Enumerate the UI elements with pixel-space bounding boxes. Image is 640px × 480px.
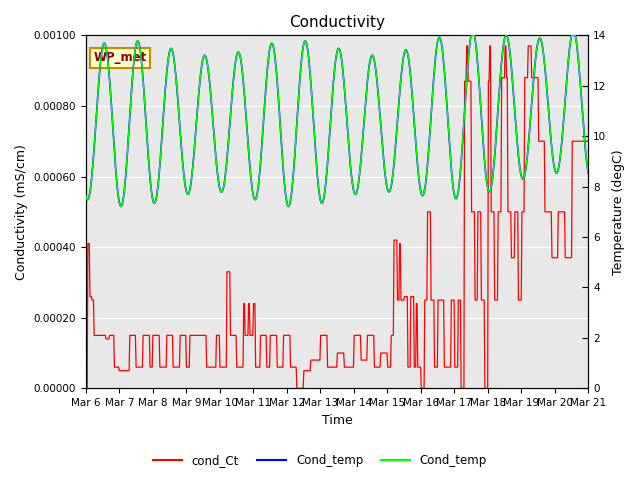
Text: WP_met: WP_met bbox=[93, 51, 147, 64]
Y-axis label: Conductivity (mS/cm): Conductivity (mS/cm) bbox=[15, 144, 28, 280]
cond_Ct bbox=[463, 43, 470, 49]
Line: cond_Ct: cond_Ct bbox=[86, 46, 588, 388]
cond_Ct bbox=[194, 333, 202, 338]
Line: Cond_temp: Cond_temp bbox=[86, 36, 588, 206]
Cond_temp bbox=[399, 61, 406, 67]
Cond_temp_blue bbox=[220, 181, 228, 187]
cond_Ct bbox=[398, 297, 406, 303]
cond_Ct bbox=[220, 364, 228, 370]
Cond_temp_blue bbox=[91, 135, 99, 141]
cond_Ct bbox=[413, 301, 420, 307]
Cond_temp bbox=[285, 204, 292, 209]
Cond_temp_blue bbox=[82, 192, 90, 198]
Cond_temp bbox=[143, 128, 150, 134]
Cond_temp_blue bbox=[285, 204, 292, 209]
Cond_temp bbox=[194, 104, 202, 110]
Cond_temp_blue bbox=[194, 104, 202, 110]
Y-axis label: Temperature (degC): Temperature (degC) bbox=[612, 149, 625, 275]
Cond_temp_blue bbox=[584, 170, 592, 176]
Title: Conductivity: Conductivity bbox=[289, 15, 385, 30]
cond_Ct bbox=[584, 138, 592, 144]
cond_Ct bbox=[143, 333, 150, 338]
Cond_temp bbox=[584, 170, 592, 176]
Cond_temp_blue bbox=[468, 33, 476, 38]
Line: Cond_temp_blue: Cond_temp_blue bbox=[86, 36, 588, 206]
Cond_temp bbox=[220, 181, 228, 187]
Cond_temp bbox=[413, 157, 421, 163]
Cond_temp_blue bbox=[399, 61, 406, 67]
Cond_temp bbox=[468, 33, 476, 38]
Cond_temp_blue bbox=[413, 157, 421, 163]
cond_Ct bbox=[82, 385, 90, 391]
Cond_temp bbox=[82, 192, 90, 198]
Legend: cond_Ct, Cond_temp, Cond_temp: cond_Ct, Cond_temp, Cond_temp bbox=[148, 449, 492, 472]
Cond_temp bbox=[91, 135, 99, 141]
cond_Ct bbox=[91, 333, 99, 338]
X-axis label: Time: Time bbox=[322, 414, 353, 427]
Cond_temp_blue bbox=[143, 128, 150, 134]
